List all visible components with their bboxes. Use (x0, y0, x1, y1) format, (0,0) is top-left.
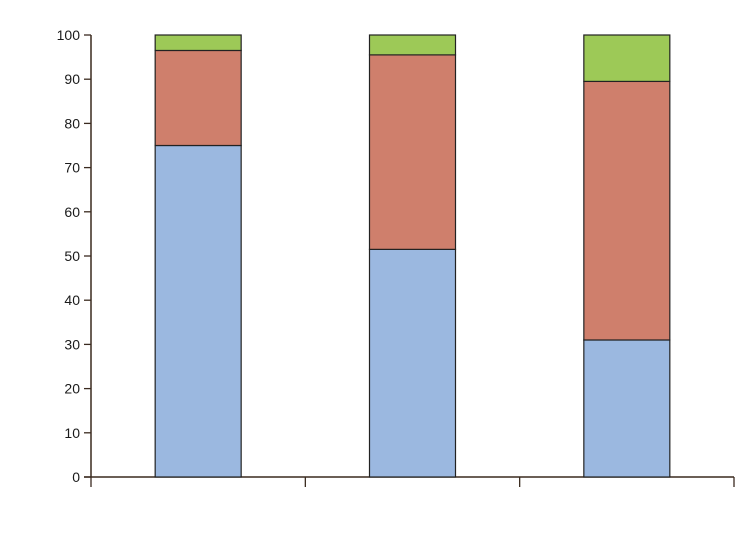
y-tick-label-100: 100 (57, 27, 81, 43)
bar-2-segment-3 (368, 34, 457, 56)
bar-1-segment-3 (154, 34, 242, 52)
bar-1-segment-1 (154, 144, 242, 478)
bar-3-segment-1 (583, 339, 671, 478)
y-tick-label-50: 50 (64, 248, 80, 264)
bars (154, 34, 671, 478)
bar-2-segment-2 (368, 54, 457, 250)
y-tick-label-70: 70 (64, 160, 80, 176)
y-tick-label-60: 60 (64, 204, 80, 220)
bar-3-segment-3 (583, 34, 671, 83)
y-tick-label-80: 80 (64, 115, 80, 131)
bar-2-segment-1 (368, 248, 457, 478)
bar-3-segment-2 (583, 80, 671, 341)
y-tick-label-30: 30 (64, 336, 80, 352)
y-tick-label-40: 40 (64, 292, 80, 308)
bar-1-segment-2 (154, 49, 242, 147)
y-tick-label-20: 20 (64, 381, 80, 397)
y-tick-label-90: 90 (64, 71, 80, 87)
y-tick-label-10: 10 (64, 425, 80, 441)
y-axis: 0 10 20 30 40 50 60 70 80 90 100 (57, 27, 92, 485)
y-tick-label-0: 0 (72, 469, 80, 485)
x-axis (84, 476, 735, 487)
